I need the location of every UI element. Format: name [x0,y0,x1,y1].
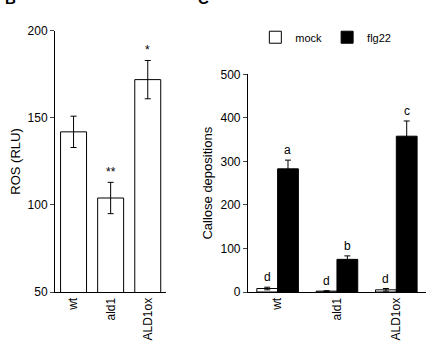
svg-text:ALD1ox: ALD1ox [141,298,155,341]
svg-text:150: 150 [28,111,48,125]
svg-text:wt: wt [271,297,285,311]
svg-text:B: B [5,0,16,7]
svg-text:200: 200 [220,198,240,212]
svg-text:flg22: flg22 [367,32,391,44]
svg-text:100: 100 [28,198,48,212]
svg-text:d: d [264,270,271,284]
svg-text:50: 50 [34,285,48,299]
svg-text:b: b [344,239,351,253]
svg-text:500: 500 [220,68,240,82]
svg-text:c: c [404,104,410,118]
svg-text:300: 300 [220,155,240,169]
svg-text:d: d [323,274,330,288]
svg-text:*: * [145,43,150,57]
svg-text:400: 400 [220,111,240,125]
svg-text:ROS (RLU): ROS (RLU) [8,128,23,194]
svg-text:**: ** [106,165,116,179]
svg-text:Callose depositions: Callose depositions [200,126,215,239]
svg-text:200: 200 [28,24,48,38]
svg-text:wt: wt [66,297,80,311]
svg-text:ald1: ald1 [104,297,118,320]
svg-text:ald1: ald1 [330,297,344,320]
svg-text:ALD1ox: ALD1ox [389,298,403,341]
svg-text:C: C [198,0,209,7]
svg-text:d: d [382,272,389,286]
svg-text:0: 0 [234,285,241,299]
svg-text:mock: mock [295,32,322,44]
svg-text:100: 100 [220,242,240,256]
svg-text:a: a [284,143,291,157]
